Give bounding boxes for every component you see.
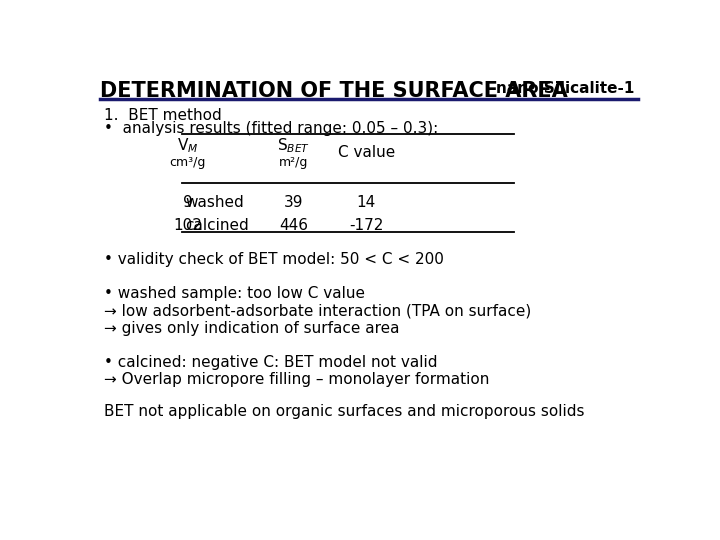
Text: S$_{BET}$: S$_{BET}$: [277, 136, 310, 154]
Text: nano Silicalite-1: nano Silicalite-1: [495, 80, 634, 96]
Text: calcined: calcined: [185, 218, 248, 233]
Text: V$_M$: V$_M$: [177, 136, 199, 154]
Text: → low adsorbent-adsorbate interaction (TPA on surface): → low adsorbent-adsorbate interaction (T…: [104, 303, 531, 319]
Text: • washed sample: too low C value: • washed sample: too low C value: [104, 286, 365, 301]
Text: -172: -172: [349, 218, 383, 233]
Text: • calcined: negative C: BET model not valid: • calcined: negative C: BET model not va…: [104, 355, 438, 370]
Text: m²/g: m²/g: [279, 156, 308, 169]
Text: • validity check of BET model: 50 < C < 200: • validity check of BET model: 50 < C < …: [104, 252, 444, 267]
Text: washed: washed: [185, 195, 243, 211]
Text: 39: 39: [284, 195, 303, 211]
Text: → gives only indication of surface area: → gives only indication of surface area: [104, 321, 400, 336]
Text: 9: 9: [183, 195, 192, 211]
Text: → Overlap micropore filling – monolayer formation: → Overlap micropore filling – monolayer …: [104, 373, 490, 388]
Text: cm³/g: cm³/g: [169, 156, 206, 169]
Text: C value: C value: [338, 145, 395, 160]
Text: BET not applicable on organic surfaces and microporous solids: BET not applicable on organic surfaces a…: [104, 404, 585, 418]
Text: 1.  BET method: 1. BET method: [104, 108, 222, 123]
Text: 102: 102: [174, 218, 202, 233]
Text: 446: 446: [279, 218, 308, 233]
Text: •  analysis results (fitted range: 0.05 – 0.3):: • analysis results (fitted range: 0.05 –…: [104, 120, 438, 136]
Text: 14: 14: [356, 195, 376, 211]
Text: DETERMINATION OF THE SURFACE AREA: DETERMINATION OF THE SURFACE AREA: [100, 80, 568, 100]
